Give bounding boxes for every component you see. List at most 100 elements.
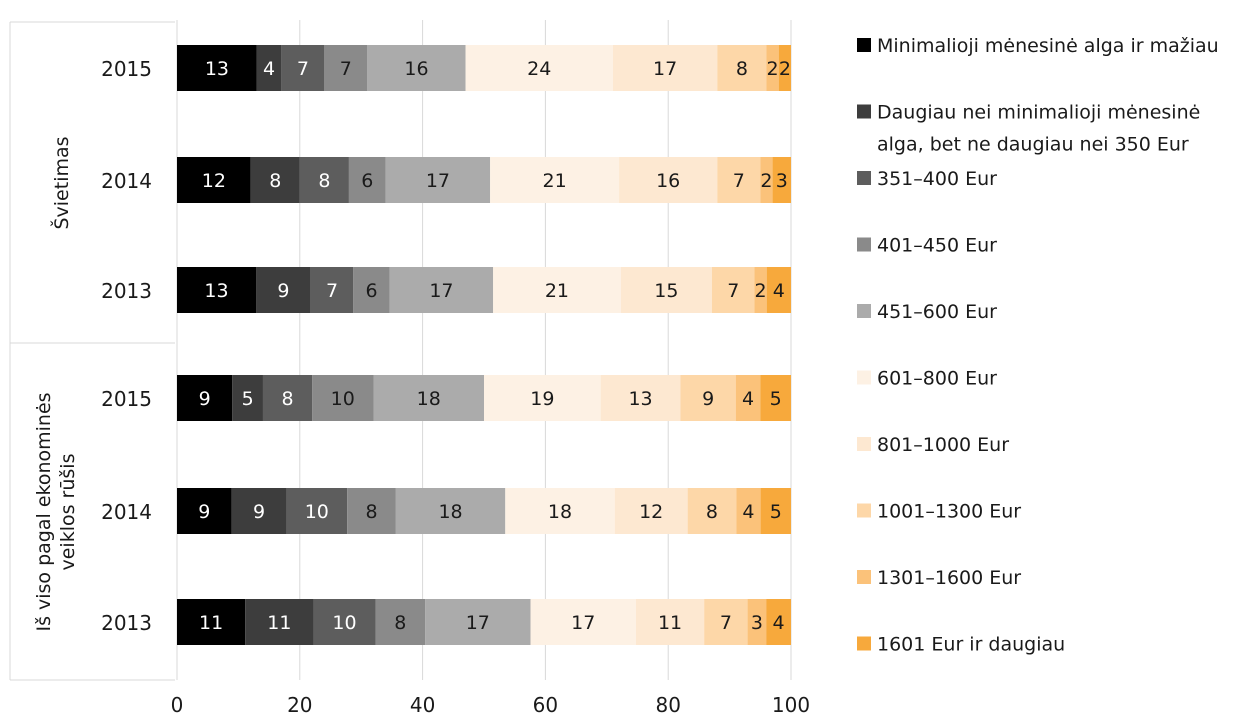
data-label: 17	[466, 612, 490, 634]
legend-label-line: Daugiau nei minimalioji mėnesinė	[877, 102, 1200, 124]
bar-segment	[635, 599, 705, 645]
bar-segment	[367, 45, 466, 91]
legend-label: 1601 Eur ir daugiau	[877, 634, 1065, 656]
bar-segment	[324, 45, 368, 91]
data-label: 9	[253, 501, 265, 523]
data-label: 18	[417, 388, 441, 410]
bar-segment	[766, 599, 791, 645]
bar-segment	[348, 157, 386, 203]
bar-segment	[505, 488, 615, 534]
data-label: 13	[204, 280, 228, 302]
legend-label: Daugiau nei minimalioji mėnesinė alga, be…	[877, 102, 1200, 156]
legend-label: 401–450 Eur	[877, 235, 997, 257]
bar-segment	[490, 157, 620, 203]
data-label: 9	[199, 388, 211, 410]
bar-segment	[375, 599, 426, 645]
data-label: 7	[340, 58, 352, 80]
data-label: 24	[527, 58, 551, 80]
data-label: 10	[331, 388, 355, 410]
data-label: 3	[776, 170, 788, 192]
bar-segment	[245, 599, 314, 645]
bar-segment	[299, 157, 349, 203]
bar-segment	[177, 157, 251, 203]
grid-lines	[176, 20, 792, 680]
bar-segment	[250, 157, 300, 203]
category-label: 2014	[101, 500, 152, 524]
bar-segment	[620, 267, 712, 313]
legend-swatch	[857, 38, 871, 52]
data-label: 10	[332, 612, 356, 634]
x-tick-label: 40	[410, 693, 435, 717]
data-label: 2	[779, 58, 791, 80]
data-label: 8	[269, 170, 281, 192]
data-label: 16	[404, 58, 428, 80]
data-label: 17	[571, 612, 595, 634]
data-label: 21	[545, 280, 569, 302]
bar-segment	[262, 375, 313, 421]
data-label: 2	[760, 170, 772, 192]
legend-swatch	[857, 171, 871, 185]
bar-segments	[177, 45, 791, 645]
bar-segment	[612, 45, 718, 91]
data-label: 8	[281, 388, 293, 410]
legend-label: 1301–1600 Eur	[877, 567, 1021, 589]
legend-swatch	[857, 104, 871, 119]
data-label: 7	[727, 280, 739, 302]
data-label: 21	[543, 170, 567, 192]
bar-segment	[281, 45, 325, 91]
bar-segment	[680, 375, 736, 421]
data-label: 17	[429, 280, 453, 302]
data-label: 9	[277, 280, 289, 302]
data-label: 15	[654, 280, 678, 302]
x-tick-label: 80	[655, 693, 680, 717]
data-label: 4	[263, 58, 275, 80]
data-label: 7	[326, 280, 338, 302]
category-label: 2015	[101, 387, 152, 411]
category-label: 2014	[101, 169, 152, 193]
data-labels: 13 4 7 7 16 24 17 8 2 212 8 8 6 17 21 16 7 2 313 9 7 6 17 21 15 7…	[198, 58, 791, 634]
bar-segment	[754, 267, 767, 313]
bar-segment	[600, 375, 681, 421]
data-label: 7	[733, 170, 745, 192]
data-label: 9	[702, 388, 714, 410]
data-label: 10	[305, 501, 329, 523]
group-label-line: veiklos rūšis	[57, 454, 79, 571]
bar-segment	[704, 599, 748, 645]
bar-segment	[256, 45, 282, 91]
data-label: 18	[438, 501, 462, 523]
data-label: 5	[242, 388, 254, 410]
bar-segment	[778, 45, 791, 91]
legend-swatch	[857, 570, 871, 584]
data-label: 7	[297, 58, 309, 80]
bar-segment	[313, 599, 376, 645]
group-labels: Švietimas Iš viso pagal ekonominės veiklos…	[33, 136, 79, 631]
data-label: 4	[742, 388, 754, 410]
data-label: 8	[736, 58, 748, 80]
bar-segment	[347, 488, 396, 534]
data-label: 11	[199, 612, 223, 634]
bar-segment	[766, 267, 791, 313]
legend-label-line: alga, bet ne daugiau nei 350 Eur	[877, 134, 1189, 156]
bar-segment	[286, 488, 348, 534]
data-label: 7	[720, 612, 732, 634]
data-label: 13	[205, 58, 229, 80]
bar-segment	[465, 45, 613, 91]
legend-label: 451–600 Eur	[877, 301, 997, 323]
data-label: 19	[530, 388, 554, 410]
legend: Minimalioji mėnesinė alga ir mažiau Daugi…	[857, 35, 1219, 656]
legend-swatch	[857, 636, 871, 651]
bar-segment	[772, 157, 791, 203]
bar-segment	[760, 157, 773, 203]
data-label: 6	[365, 280, 377, 302]
bar-segment	[177, 488, 232, 534]
bar-segment	[177, 599, 246, 645]
bar-segment	[310, 267, 354, 313]
bar-segment	[687, 488, 737, 534]
data-label: 17	[653, 58, 677, 80]
legend-label: 351–400 Eur	[877, 168, 997, 190]
bar-segment	[735, 375, 761, 421]
bar-segment	[177, 375, 233, 421]
bar-segment	[312, 375, 374, 421]
group-label: Švietimas	[49, 136, 73, 229]
x-tick-label: 100	[772, 693, 810, 717]
